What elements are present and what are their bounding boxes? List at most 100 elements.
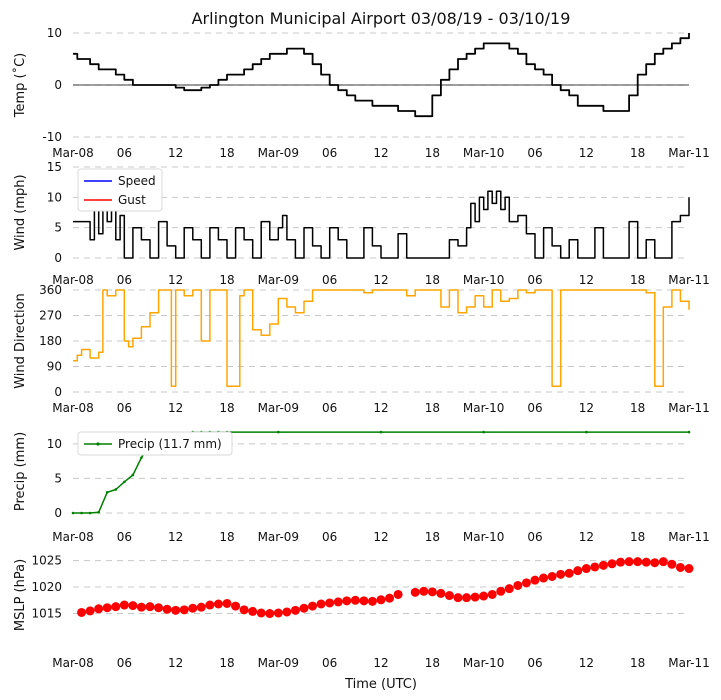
x-tick-label: Mar-10: [463, 146, 504, 160]
y-tick-label-temp: -10: [42, 130, 62, 144]
data-point-mslp: [342, 596, 352, 606]
x-tick-label: 12: [168, 530, 183, 544]
data-point-mslp: [581, 564, 591, 574]
data-point-mslp: [675, 562, 685, 572]
legend-marker-precip: [96, 442, 100, 446]
data-point-mslp: [308, 601, 318, 611]
x-tick-label: Mar-09: [258, 146, 299, 160]
x-tick-label: 18: [425, 273, 440, 287]
x-tick-label: 18: [425, 656, 440, 670]
data-point-mslp: [530, 575, 540, 585]
y-tick-label-mslp: 1025: [31, 554, 62, 568]
x-tick-label: Mar-11: [668, 656, 709, 670]
data-point-mslp: [111, 602, 121, 612]
data-point-mslp: [290, 605, 300, 615]
data-point-mslp: [162, 604, 172, 614]
y-axis-label-mslp: MSLP (hPa): [13, 559, 28, 631]
data-point-mslp: [462, 593, 472, 603]
data-point-mslp: [128, 601, 138, 611]
x-tick-label: Mar-09: [258, 530, 299, 544]
x-tick-label: 18: [630, 656, 645, 670]
x-tick-label: Mar-08: [52, 530, 93, 544]
x-tick-label: 06: [322, 273, 337, 287]
data-point-mslp: [453, 593, 463, 603]
data-point-mslp: [282, 607, 292, 617]
panel-mslp: 1015 1020 1025 Mar-08 06 12 18 Mar-09 06 12 18 Mar-…: [13, 554, 710, 670]
data-point-precip: [379, 430, 383, 434]
data-point-mslp: [624, 557, 634, 567]
x-tick-label: 06: [322, 656, 337, 670]
data-point-mslp: [248, 606, 258, 616]
y-tick-label-precip: 0: [54, 506, 62, 520]
data-point-mslp: [598, 560, 608, 570]
panel-wind: 0 5 10 15 Mar-08 06 12 18 Mar-09 06 12 18 Mar-10 06 12…: [13, 160, 710, 287]
data-point-mslp: [102, 603, 112, 613]
y-tick-label-wind: 15: [47, 160, 62, 174]
data-point-mslp: [154, 603, 164, 613]
data-point-mslp: [393, 589, 403, 599]
data-point-mslp: [367, 596, 377, 606]
x-tick-label: Mar-09: [258, 273, 299, 287]
y-tick-label-wind: 10: [47, 190, 62, 204]
data-point-precip: [105, 490, 109, 494]
x-tick-label: 06: [117, 530, 132, 544]
x-tick-label: 18: [425, 530, 440, 544]
x-tick-label: 12: [579, 530, 594, 544]
x-tick-label: 06: [322, 530, 337, 544]
y-axis-label-direction: Wind Direction: [13, 293, 28, 389]
data-point-mslp: [470, 592, 480, 602]
data-point-mslp: [188, 603, 198, 613]
x-tick-label: Mar-11: [668, 530, 709, 544]
data-point-precip: [88, 511, 92, 515]
series-line-wind: [73, 172, 690, 259]
x-tick-label: 12: [373, 273, 388, 287]
data-point-mslp: [496, 586, 506, 596]
x-tick-label: Mar-09: [258, 401, 299, 415]
x-tick-label: 18: [630, 401, 645, 415]
data-point-mslp: [376, 595, 386, 605]
x-tick-label: 12: [168, 401, 183, 415]
x-tick-label: Mar-10: [463, 530, 504, 544]
chart-title: Arlington Municipal Airport 03/08/19 - 0…: [192, 9, 571, 28]
data-point-mslp: [419, 586, 429, 596]
data-point-mslp: [213, 599, 223, 609]
x-tick-label: 18: [425, 146, 440, 160]
x-tick-label: Mar-10: [463, 401, 504, 415]
y-tick-label-wind: 0: [54, 251, 62, 265]
data-point-mslp: [136, 602, 146, 612]
x-tick-label: 12: [579, 273, 594, 287]
x-tick-label: Mar-11: [668, 401, 709, 415]
y-tick-label-direction: 0: [54, 385, 62, 399]
data-point-mslp: [633, 557, 643, 567]
data-point-precip: [131, 473, 135, 477]
y-tick-label-wind: 5: [54, 221, 62, 235]
y-axis-label-temp: Temp (˚C): [12, 53, 28, 119]
data-point-mslp: [316, 599, 326, 609]
data-point-precip: [277, 430, 280, 434]
data-point-mslp: [479, 591, 489, 601]
data-point-mslp: [616, 557, 626, 567]
data-point-mslp: [222, 598, 232, 608]
y-tick-label-direction: 90: [47, 360, 62, 374]
data-point-mslp: [179, 605, 189, 615]
x-tick-label: 12: [168, 146, 183, 160]
data-point-mslp: [521, 578, 531, 588]
x-tick-label: 12: [168, 656, 183, 670]
data-point-mslp: [325, 598, 335, 608]
x-tick-label: 06: [322, 146, 337, 160]
y-tick-label-precip: 5: [54, 471, 62, 485]
data-point-mslp: [487, 589, 497, 599]
data-point-precip: [97, 511, 100, 514]
data-point-mslp: [444, 591, 454, 601]
panel-direction: 0 90 180 270 360 Mar-08 06 12 18 Mar-09 06 12 18 Mar-…: [13, 283, 710, 415]
legend-label-wind: Gust: [118, 193, 146, 207]
x-tick-label: 12: [579, 146, 594, 160]
data-point-mslp: [145, 602, 155, 612]
series-line-temp: [73, 33, 690, 118]
data-point-mslp: [564, 568, 574, 578]
y-tick-label-mslp: 1015: [31, 607, 62, 621]
data-point-mslp: [667, 559, 677, 569]
data-point-mslp: [359, 596, 369, 606]
y-axis-label-precip: Precip (mm): [13, 432, 28, 511]
